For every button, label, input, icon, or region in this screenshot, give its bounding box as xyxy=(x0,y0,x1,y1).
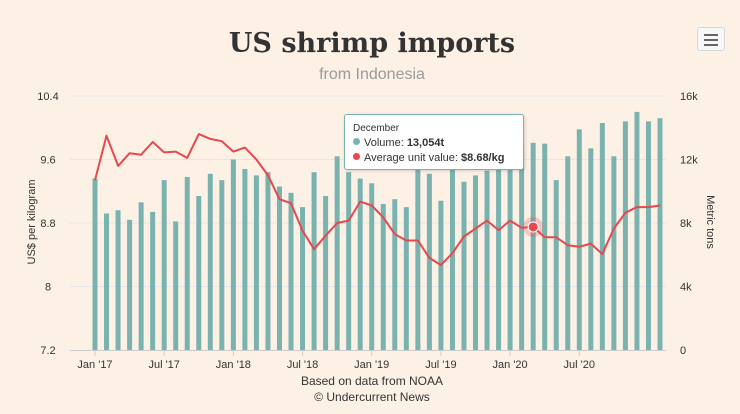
volume-bar xyxy=(565,156,571,350)
tooltip-volume-label: Volume: xyxy=(364,137,407,149)
x-tick-label: Jan '18 xyxy=(216,359,251,371)
chart-title: US shrimp imports xyxy=(229,28,515,59)
volume-bar xyxy=(288,192,294,350)
volume-bar xyxy=(519,145,525,350)
volume-bar xyxy=(426,173,432,350)
volume-bar xyxy=(449,149,455,350)
x-tick-label: Jan '19 xyxy=(354,359,389,371)
y-right-tick-label: 8k xyxy=(680,218,692,230)
volume-bar xyxy=(276,186,282,350)
volume-bar xyxy=(150,211,156,350)
axes: 7.2 8 8.8 9.6 10.4 0 4k 8k 12k 16k Jan '17 Jul '17 J… xyxy=(37,91,698,371)
volume-bar xyxy=(173,221,179,350)
y-left-tick-label: 7.2 xyxy=(40,345,55,357)
volume-dot-icon xyxy=(353,138,360,145)
tooltip-volume-value: 13,054t xyxy=(406,137,445,149)
x-tick-label: Jul '17 xyxy=(148,359,179,371)
y-left-tick-label: 10.4 xyxy=(37,91,58,103)
volume-bar xyxy=(138,202,144,350)
volume-bar xyxy=(380,203,386,350)
y-left-tick-label: 8 xyxy=(45,282,51,294)
volume-bar xyxy=(403,207,409,350)
volume-bar xyxy=(115,210,121,350)
volume-bar xyxy=(392,199,398,350)
y-right-tick-label: 0 xyxy=(680,345,686,357)
x-tick-label: Jan '20 xyxy=(493,359,528,371)
x-tick-label: Jul '20 xyxy=(564,359,595,371)
volume-bars xyxy=(92,111,663,351)
tooltip-volume-row: Volume: 13,054t xyxy=(353,136,515,151)
volume-bar xyxy=(438,200,444,350)
volume-bar xyxy=(496,165,502,350)
volume-bar xyxy=(242,169,248,350)
volume-bar xyxy=(323,196,329,350)
volume-bar xyxy=(634,111,640,350)
tooltip-value-row: Average unit value: $8.68/kg xyxy=(353,151,515,166)
hamburger-menu-icon xyxy=(704,34,718,36)
y-left-tick-label: 8.8 xyxy=(40,218,55,230)
volume-bar xyxy=(161,180,167,350)
volume-bar xyxy=(196,196,202,350)
y-right-tick-label: 16k xyxy=(680,91,698,103)
volume-bar xyxy=(507,146,513,350)
volume-bar xyxy=(542,143,548,350)
volume-bar xyxy=(473,175,479,350)
volume-bar xyxy=(92,178,98,350)
y-right-tick-label: 4k xyxy=(680,282,692,294)
credit-copyright: © Undercurrent News xyxy=(314,390,430,404)
volume-bar xyxy=(219,180,225,350)
unit-value-dot-icon xyxy=(353,153,360,160)
credit-source: Based on data from NOAA xyxy=(301,374,443,388)
highlight-point xyxy=(527,221,539,233)
volume-bar xyxy=(622,121,628,351)
tooltip: December Volume: 13,054t Average unit va… xyxy=(344,114,524,170)
volume-bar xyxy=(369,183,375,350)
y-right-axis-title: Metric tons xyxy=(704,195,716,249)
tooltip-value-value: $8.68/kg xyxy=(461,152,505,164)
volume-bar xyxy=(346,172,352,350)
y-left-tick-label: 9.6 xyxy=(40,155,55,167)
volume-bar xyxy=(484,170,490,350)
volume-bar xyxy=(588,148,594,350)
volume-bar xyxy=(230,159,236,350)
unit-value-line xyxy=(94,133,661,267)
volume-bar xyxy=(461,181,467,350)
x-tick-label: Jul '19 xyxy=(425,359,456,371)
x-tick-label: Jul '18 xyxy=(287,359,318,371)
volume-bar xyxy=(357,178,363,350)
volume-bar xyxy=(657,118,663,350)
volume-bar xyxy=(611,156,617,350)
volume-bar xyxy=(645,121,651,351)
volume-bar xyxy=(530,142,536,350)
chart-menu-button[interactable] xyxy=(697,27,725,51)
volume-bar xyxy=(553,180,559,350)
volume-bar xyxy=(311,172,317,350)
y-right-tick-label: 12k xyxy=(680,155,698,167)
volume-bar xyxy=(104,213,110,350)
y-left-axis-title: US$ per kilogram xyxy=(26,180,38,265)
tooltip-header: December xyxy=(353,123,400,134)
volume-bar xyxy=(300,207,306,350)
unit-value-line-layer xyxy=(94,133,661,267)
volume-bar xyxy=(253,175,259,350)
x-tick-label: Jan '17 xyxy=(77,359,112,371)
tooltip-value-label: Average unit value: xyxy=(364,152,462,164)
volume-bar xyxy=(576,129,582,350)
volume-bar xyxy=(184,176,190,350)
volume-bar xyxy=(599,122,605,350)
volume-bar xyxy=(415,161,421,350)
volume-bar xyxy=(265,172,271,350)
volume-bar xyxy=(207,173,213,350)
chart-subtitle: from Indonesia xyxy=(319,66,425,83)
volume-bar xyxy=(127,219,133,350)
volume-bar xyxy=(334,156,340,350)
